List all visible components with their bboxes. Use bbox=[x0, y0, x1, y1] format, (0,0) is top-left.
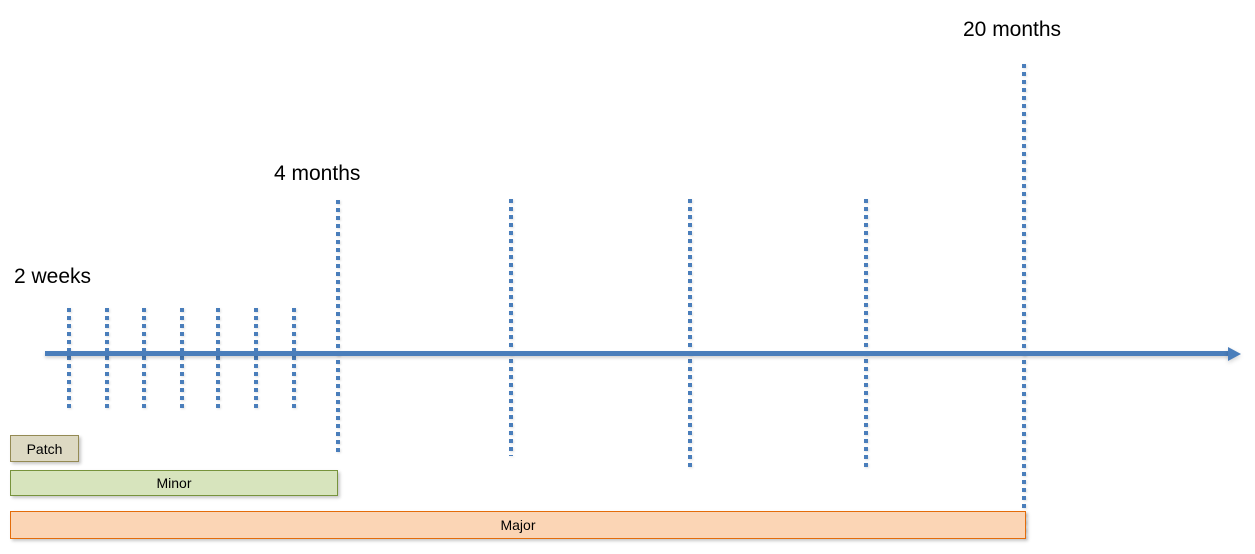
time-marker-tick-6 bbox=[254, 308, 258, 410]
time-marker-tick-3 bbox=[142, 308, 146, 410]
time-marker-major-1 bbox=[1022, 64, 1026, 538]
label-2-weeks: 2 weeks bbox=[14, 265, 92, 288]
time-marker-tick-7 bbox=[292, 308, 296, 410]
timeline-axis bbox=[45, 351, 1230, 356]
timeline-arrowhead-icon bbox=[1228, 347, 1241, 361]
label-20-months: 20 months bbox=[963, 18, 1062, 41]
time-marker-minor-3 bbox=[688, 199, 692, 471]
label-4-months: 4 months bbox=[274, 162, 361, 185]
time-marker-minor-2 bbox=[509, 199, 513, 456]
time-marker-tick-5 bbox=[216, 308, 220, 410]
time-marker-tick-4 bbox=[180, 308, 184, 410]
time-marker-minor-4 bbox=[864, 199, 868, 471]
scope-bar-minor-label: Minor bbox=[156, 475, 192, 491]
scope-bar-patch: Patch bbox=[10, 435, 79, 462]
time-marker-tick-1 bbox=[67, 308, 71, 410]
scope-bar-patch-label: Patch bbox=[26, 440, 63, 457]
scope-bar-minor: Minor bbox=[10, 470, 338, 496]
scope-bar-major: Major bbox=[10, 511, 1026, 539]
time-marker-minor-1 bbox=[336, 200, 340, 456]
time-marker-tick-2 bbox=[105, 308, 109, 410]
scope-bar-major-label: Major bbox=[500, 517, 536, 533]
